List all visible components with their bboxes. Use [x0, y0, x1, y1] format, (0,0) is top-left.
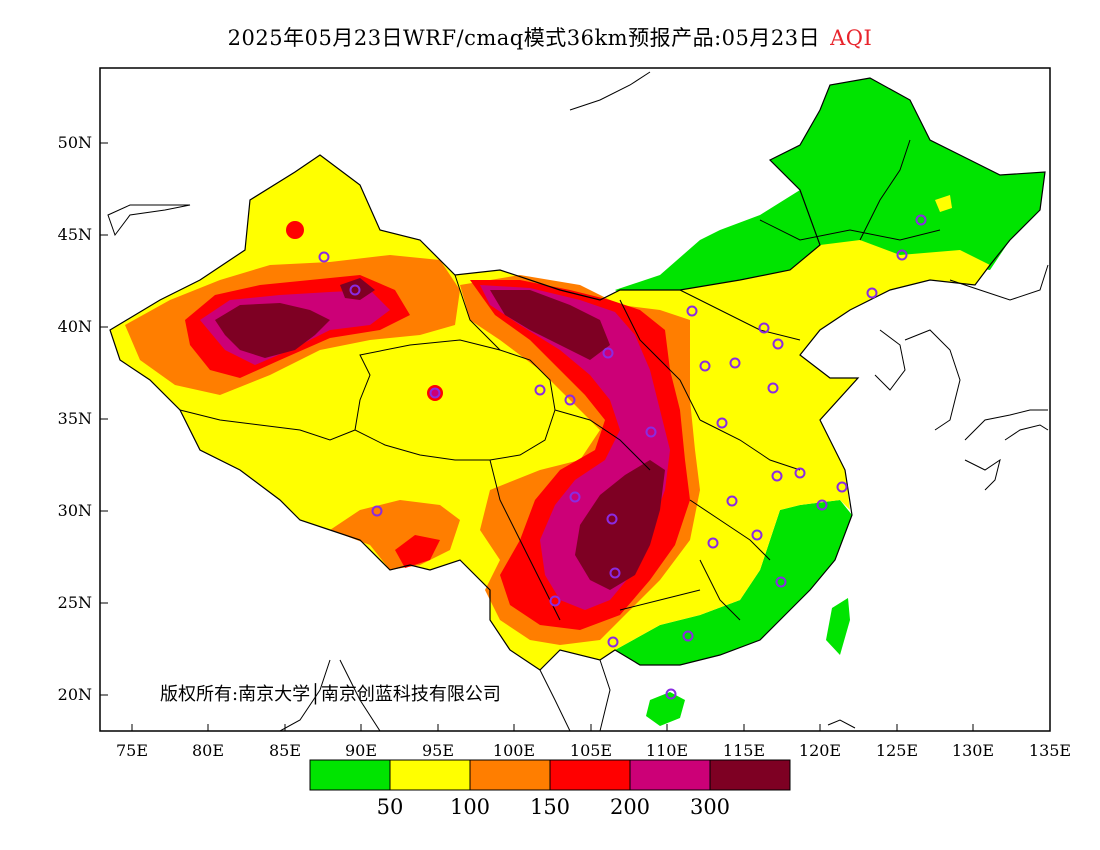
y-tick-label: 25N [57, 593, 92, 612]
station-marker [716, 417, 728, 429]
station-marker [318, 251, 330, 263]
station-marker [707, 537, 719, 549]
station-marker [602, 347, 614, 359]
x-tick-label: 120E [798, 741, 842, 760]
aqi-band-good-south [615, 500, 852, 665]
legend-label: 100 [449, 795, 491, 819]
station-marker [751, 529, 763, 541]
y-tick-label: 40N [57, 317, 92, 336]
x-tick-label: 115E [722, 741, 766, 760]
legend-swatch-4 [549, 759, 631, 791]
aqi-hotspot-xinjiang [286, 221, 304, 239]
country-border [109, 77, 1046, 671]
legend-label: 300 [689, 795, 731, 819]
x-tick-label: 95E [421, 741, 455, 760]
station-marker [665, 688, 677, 700]
x-tick-label: 75E [115, 741, 149, 760]
legend-swatch-1 [309, 759, 391, 791]
aqi-hotspot-qinghai-core [431, 389, 439, 397]
map-frame [99, 67, 1051, 732]
aqi-band-good-hainan [646, 692, 685, 726]
aqi-band-hazardous-south-central [575, 460, 665, 590]
station-marker [816, 499, 828, 511]
y-tick-label: 45N [57, 225, 92, 244]
legend-label: 200 [609, 795, 651, 819]
station-marker [682, 630, 694, 642]
title-variable: AQI [830, 26, 873, 50]
station-marker [771, 470, 783, 482]
map-title: 2025年05月23日WRF/cmaq模式36km预报产品:05月23日 AQI [0, 22, 1100, 52]
station-marker [772, 338, 784, 350]
x-tick-label: 105E [569, 741, 613, 760]
station-marker [645, 426, 657, 438]
x-tick-label: 125E [875, 741, 919, 760]
legend-label: 150 [529, 795, 571, 819]
legend-swatch-6 [709, 759, 791, 791]
station-marker [609, 567, 621, 579]
station-marker [794, 467, 806, 479]
province-boundaries [179, 139, 941, 621]
legend-label: 50 [376, 795, 404, 819]
station-marker [607, 636, 619, 648]
copyright-text: 版权所有:南京大学│南京创蓝科技有限公司 [160, 684, 501, 705]
station-marker [896, 249, 908, 261]
station-marker [349, 284, 361, 296]
title-main: 2025年05月23日WRF/cmaq模式36km预报产品:05月23日 [227, 26, 821, 50]
x-tick-marks [131, 724, 1051, 731]
station-marker [729, 357, 741, 369]
aqi-band-good-taiwan [826, 598, 850, 655]
legend-swatch-5 [629, 759, 711, 791]
station-marker [758, 322, 770, 334]
station-marker [836, 481, 848, 493]
x-tick-label: 130E [951, 741, 995, 760]
station-marker [866, 287, 878, 299]
aqi-band-moderate-northeast [935, 195, 952, 212]
aqi-band-hazardous-west-spot [340, 278, 375, 300]
x-tick-label: 85E [268, 741, 302, 760]
legend-swatch-2 [389, 759, 471, 791]
x-tick-label: 100E [492, 741, 536, 760]
aqi-band-hazardous-north-central [490, 290, 610, 360]
x-tick-label: 80E [191, 741, 225, 760]
y-tick-label: 35N [57, 409, 92, 428]
legend-colorbar [309, 759, 791, 791]
coastlines [107, 71, 1049, 731]
x-tick-label: 110E [645, 741, 689, 760]
station-marker [429, 387, 441, 399]
station-marker [915, 214, 927, 226]
aqi-band-hazardous-west [215, 303, 330, 358]
station-marker [726, 495, 738, 507]
y-tick-label: 50N [57, 133, 92, 152]
y-tick-label: 20N [57, 685, 92, 704]
station-marker [775, 576, 787, 588]
station-marker [767, 382, 779, 394]
station-marker [534, 384, 546, 396]
map-layers [107, 71, 1049, 731]
station-marker [371, 505, 383, 517]
station-marker [606, 513, 618, 525]
station-marker [564, 394, 576, 406]
station-marker [686, 305, 698, 317]
x-tick-label: 90E [344, 741, 378, 760]
legend-swatch-3 [469, 759, 551, 791]
aqi-band-unhealthy-tibet [395, 535, 440, 568]
y-tick-marks [100, 142, 108, 696]
station-marker [569, 491, 581, 503]
station-markers [318, 214, 927, 700]
station-marker [699, 360, 711, 372]
station-marker [549, 595, 561, 607]
y-tick-label: 30N [57, 501, 92, 520]
x-tick-label: 135E [1028, 741, 1072, 760]
